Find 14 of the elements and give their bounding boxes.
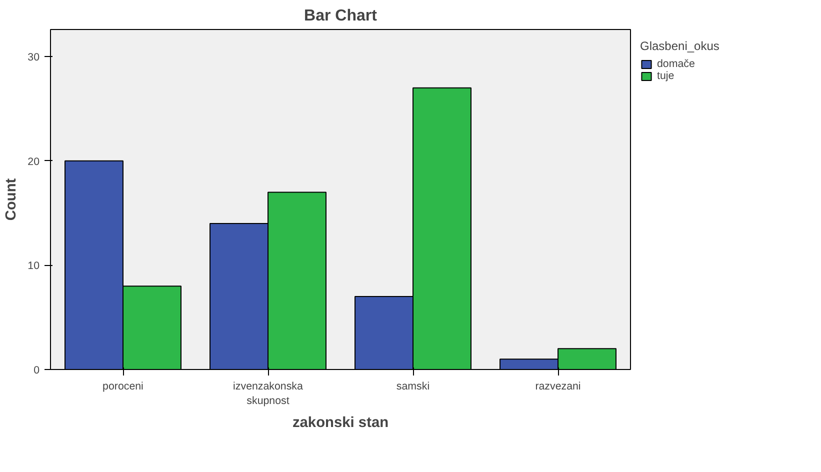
x-tick-label: razvezani: [535, 380, 581, 392]
y-tick-label: 0: [34, 364, 40, 376]
x-tick-label: samski: [396, 380, 430, 392]
chart-title: Bar Chart: [304, 8, 378, 24]
legend-title: Glasbeni_okus: [640, 39, 720, 53]
x-tick-label: poroceni: [102, 380, 144, 392]
y-axis-title: Count: [4, 178, 20, 221]
x-axis-title: zakonski stan: [292, 414, 389, 431]
y-tick-label: 30: [28, 52, 40, 64]
y-tick-label: 20: [28, 156, 40, 168]
x-tick-label: izvenzakonska skupnost: [233, 380, 304, 407]
legend-label: tuje: [657, 70, 676, 82]
y-tick-label: 10: [28, 260, 40, 272]
legend-label: domače: [657, 58, 695, 70]
